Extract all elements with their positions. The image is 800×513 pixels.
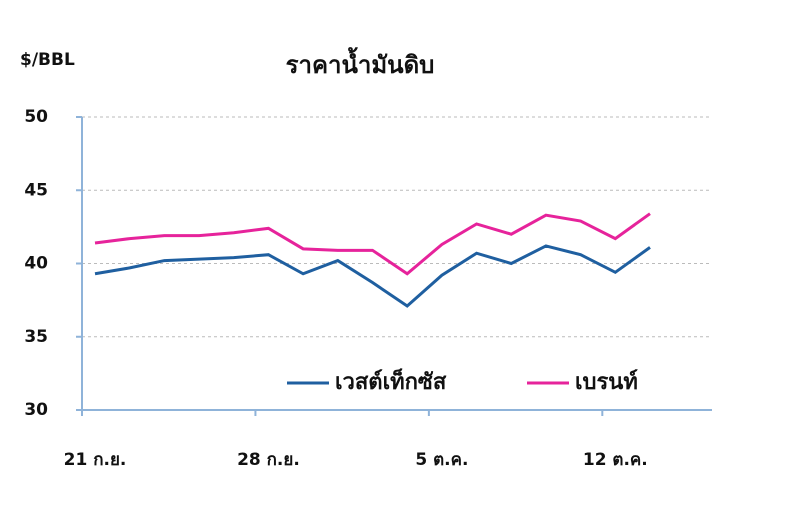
legend-label: เวสต์เท็กซัส (335, 367, 447, 395)
y-tick-label: 45 (24, 180, 48, 200)
line (94, 212, 651, 276)
x-tick-label: 5 ต.ค. (415, 450, 468, 470)
legend-label: เบรนท์ (575, 369, 638, 395)
y-tick-label: 50 (24, 107, 48, 127)
line (94, 244, 651, 308)
y-tick-label: 30 (24, 400, 48, 420)
x-tick-label: 28 ก.ย. (237, 450, 300, 470)
chart-title: ราคาน้ำมันดิบ (286, 46, 435, 79)
y-tick-label: 40 (24, 254, 48, 274)
y-axis-label: $/BBL (20, 50, 75, 70)
x-tick-label: 12 ต.ค. (583, 450, 648, 470)
x-tick-label: 21 ก.ย. (64, 450, 127, 470)
y-tick-label: 35 (24, 327, 48, 347)
